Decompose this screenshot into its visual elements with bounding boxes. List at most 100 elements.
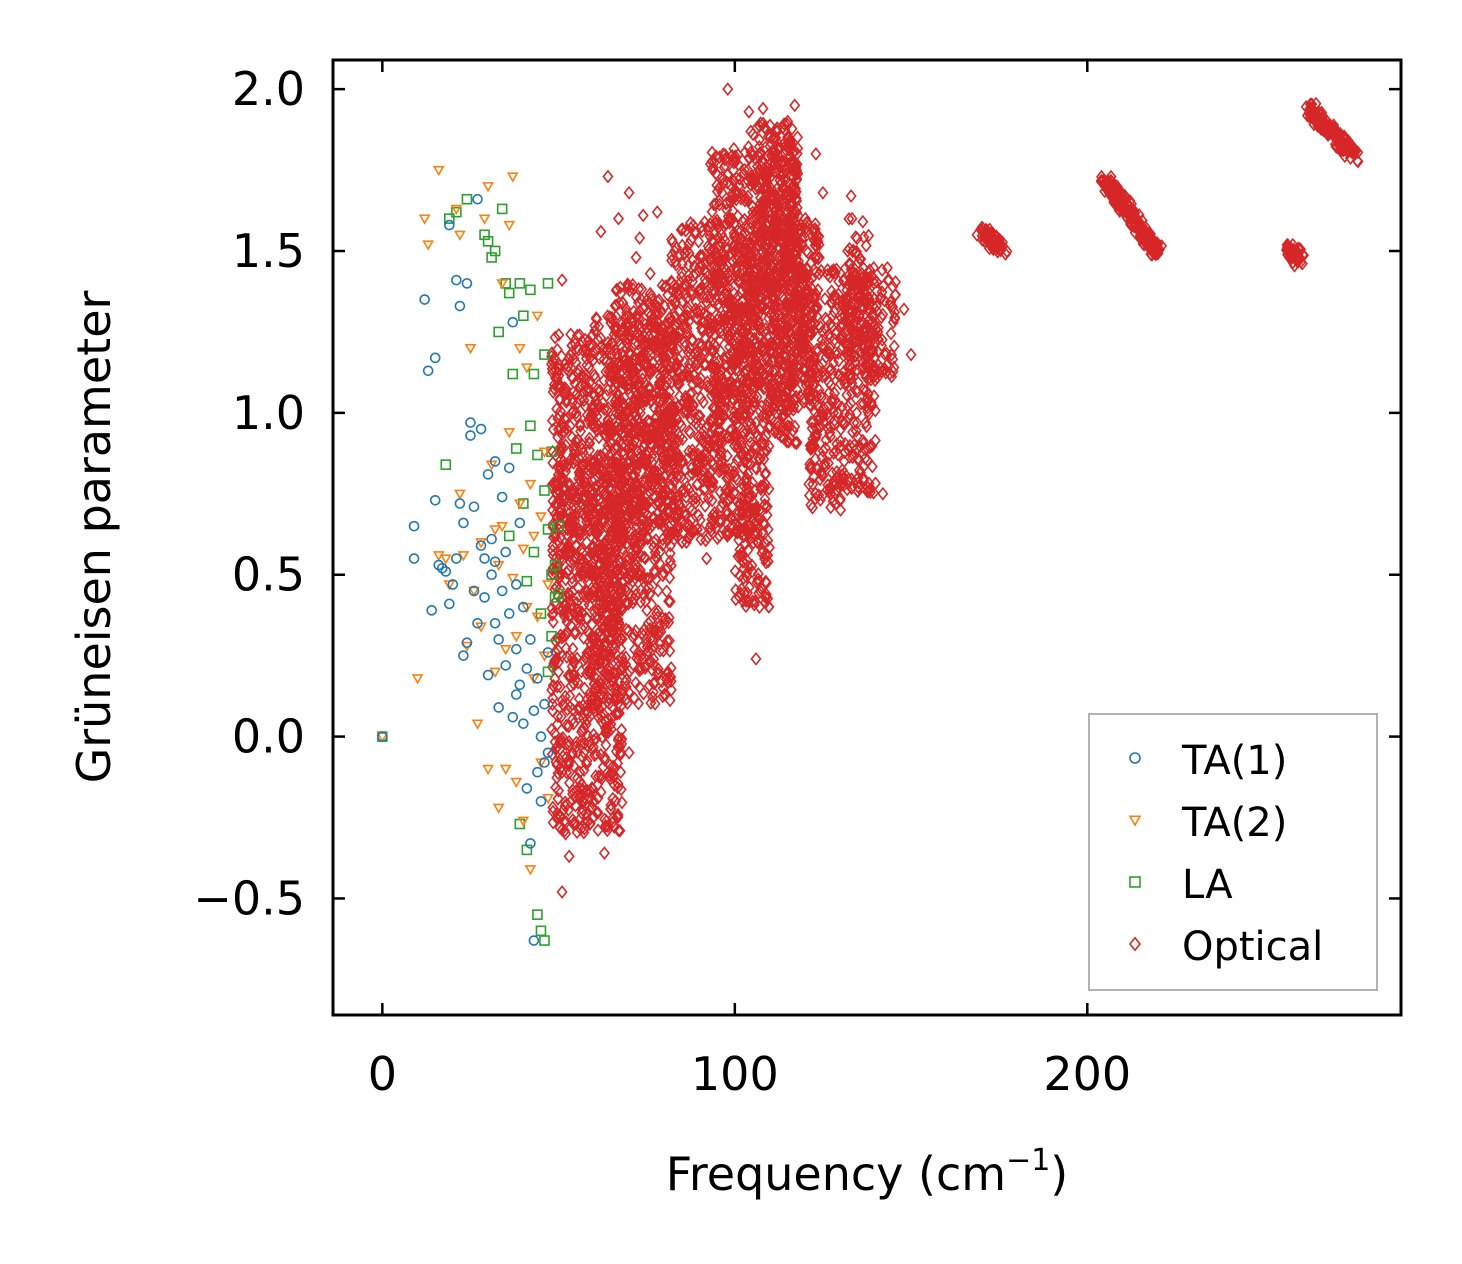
optical-dense-point	[683, 314, 695, 329]
optical-dense-point	[715, 454, 727, 469]
optical-dense-point	[552, 766, 564, 781]
optical-dense-point	[721, 295, 733, 310]
optical-dense-point	[699, 276, 711, 291]
optical-dense-point	[783, 265, 795, 280]
optical-dense-point	[642, 616, 654, 631]
optical-dense-point	[580, 509, 592, 524]
optical-dense-point	[635, 395, 647, 410]
optical-dense-point	[580, 475, 592, 490]
optical-dense-point	[645, 288, 658, 303]
optical-dense-point	[657, 363, 669, 378]
optical-dense-point	[669, 432, 681, 447]
optical-dense-point	[771, 325, 783, 340]
optical-dense-point	[848, 415, 860, 430]
optical-dense-point	[807, 477, 819, 492]
optical-dense-point	[576, 546, 589, 560]
optical-dense-point	[593, 588, 605, 603]
optical-dense-point	[617, 316, 629, 330]
optical-dense-point	[615, 526, 627, 541]
optical-dense-point	[745, 254, 757, 269]
optical-dense-point	[825, 500, 837, 515]
optical-dense-point	[746, 372, 758, 386]
optical-dense-point	[745, 506, 757, 521]
optical-dense-point	[760, 587, 772, 602]
optical-dense-point	[635, 528, 647, 543]
optical-dense-point	[625, 484, 637, 499]
optical-dense-point	[738, 427, 750, 442]
optical-dense-point	[610, 329, 622, 344]
optical-dense-point	[643, 364, 655, 379]
optical-dense-point	[634, 375, 646, 390]
optical-dense-point	[688, 523, 700, 538]
optical-dense-point	[557, 697, 569, 712]
optical-dense-point	[641, 514, 653, 529]
optical-dense-point	[631, 361, 643, 376]
optical-dense-point	[583, 597, 595, 612]
optical-dense-point	[592, 449, 604, 463]
optical-dense-point	[666, 375, 678, 389]
optical-dense-point	[602, 614, 614, 629]
optical-dense-point	[666, 489, 678, 504]
optical-dense-point	[770, 332, 782, 347]
optical-dense-point	[554, 753, 566, 767]
optical-dense-point	[783, 137, 795, 151]
optical-dense-point	[784, 298, 796, 312]
optical-dense-point	[557, 602, 569, 617]
optical-dense-point	[828, 446, 840, 461]
optical-dense-point	[630, 290, 642, 305]
optical-dense-point	[787, 178, 799, 193]
optical-dense-point	[798, 333, 810, 348]
optical-dense-point	[758, 452, 770, 467]
optical-dense-point	[713, 197, 726, 212]
optical-dense-point	[715, 379, 727, 394]
optical-dense-point	[577, 793, 589, 808]
optical-dense-point	[611, 362, 623, 377]
optical-dense-point	[715, 445, 727, 460]
optical-dense-point	[744, 221, 756, 235]
optical-dense-point	[852, 255, 864, 270]
optical-dense-point	[844, 407, 856, 422]
optical-dense-point	[733, 178, 745, 193]
optical-dense-point	[555, 566, 567, 580]
optical-dense-point	[720, 504, 732, 519]
optical-dense-point	[859, 451, 871, 466]
optical-dense-point	[639, 384, 651, 399]
optical-dense-point	[614, 373, 626, 388]
optical-dense-point	[610, 321, 622, 336]
optical-dense-point	[603, 454, 615, 469]
optical-dense-point	[611, 681, 623, 696]
optical-dense-point	[547, 800, 559, 815]
optical-dense-point	[858, 230, 870, 245]
optical-dense-point	[612, 387, 624, 401]
optical-dense-point	[713, 412, 725, 427]
optical-dense-point	[619, 438, 632, 453]
optical-dense-point	[664, 546, 676, 561]
optical-dense-point	[695, 523, 707, 538]
optical-dense-point	[789, 286, 801, 301]
optical-dense-point	[846, 320, 858, 335]
optical-dense-point	[806, 500, 819, 515]
optical-dense-point	[672, 372, 684, 387]
optical-dense-point	[669, 360, 681, 374]
optical-dense-point	[736, 412, 748, 426]
optical-dense-point	[598, 475, 610, 490]
optical-dense-point	[802, 286, 814, 301]
optical-dense-point	[721, 517, 733, 531]
optical-dense-point	[588, 727, 600, 742]
optical-dense-point	[558, 458, 570, 472]
optical-dense-point	[747, 200, 759, 214]
optical-spike-136	[843, 211, 875, 320]
optical-dense-point	[820, 321, 832, 336]
optical-dense-point	[672, 377, 684, 392]
optical-dense-point	[839, 445, 851, 460]
optical-dense-point	[633, 317, 645, 332]
optical-dense-point	[589, 589, 601, 604]
optical-dense-point	[866, 367, 878, 382]
optical-dense-point	[679, 278, 691, 293]
optical-dense-point	[744, 351, 756, 366]
optical-dense-point	[765, 213, 777, 227]
optical-dense-point	[860, 415, 872, 430]
optical-dense-point	[598, 555, 610, 569]
optical-dense-point	[767, 131, 779, 146]
optical-dense-point	[745, 211, 757, 226]
